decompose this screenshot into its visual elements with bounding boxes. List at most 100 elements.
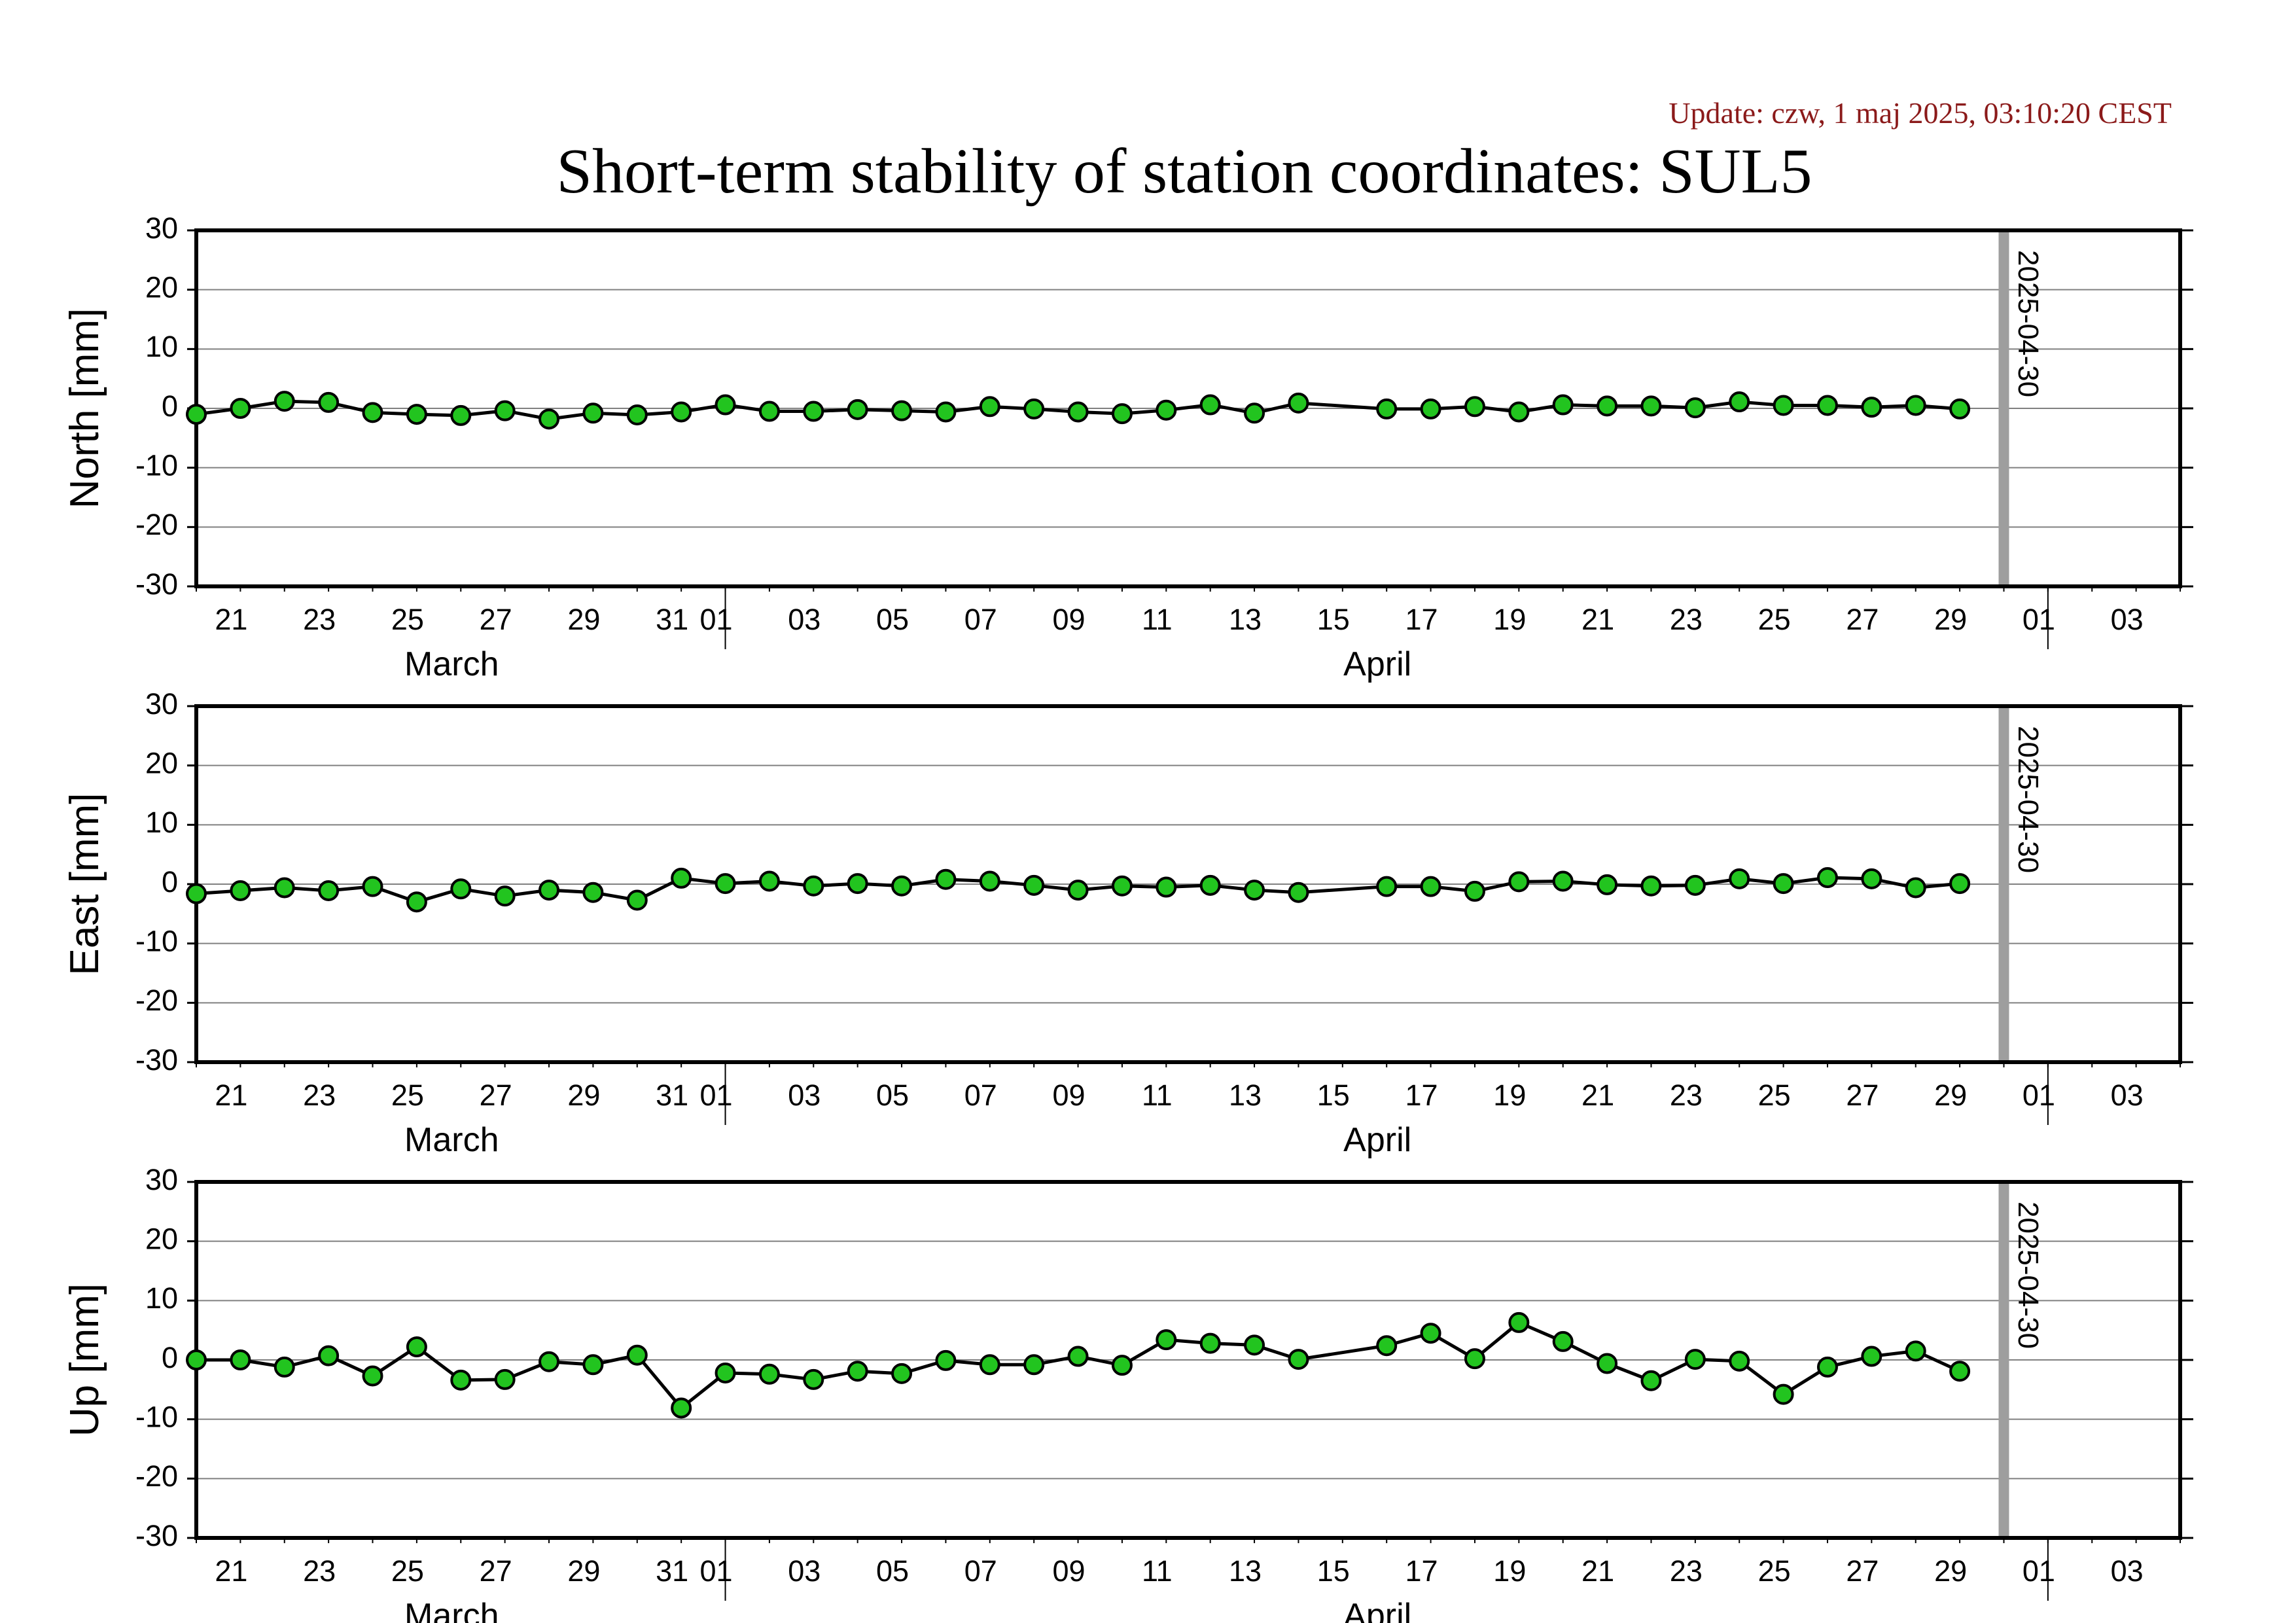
data-point	[1199, 874, 1221, 896]
x-tick-label: 25	[391, 1554, 424, 1588]
data-point	[539, 880, 560, 901]
data-point	[671, 1397, 692, 1419]
data-point	[362, 402, 383, 423]
series-line	[196, 876, 1960, 904]
x-tick-label: 03	[2111, 1079, 2144, 1112]
data-point	[1464, 396, 1485, 418]
data-point	[1684, 397, 1706, 419]
data-point	[1508, 1311, 1530, 1333]
data-point	[1244, 402, 1265, 424]
data-point	[1816, 1356, 1838, 1378]
x-tick-label: 01	[2022, 1079, 2055, 1112]
x-tick-label: 09	[1053, 1554, 1086, 1588]
month-label: April	[1343, 1121, 1411, 1159]
data-point	[847, 1361, 868, 1382]
data-point	[1905, 1340, 1926, 1362]
data-point	[1023, 874, 1045, 896]
x-tick-label: 03	[2111, 1554, 2144, 1588]
y-tick-label: -20	[135, 984, 178, 1017]
data-point	[494, 1368, 516, 1390]
x-tick-label: 03	[788, 1554, 821, 1588]
data-point	[1773, 873, 1794, 895]
data-point	[1773, 395, 1794, 416]
x-tick-label: 27	[1846, 603, 1879, 636]
data-point	[230, 1349, 251, 1370]
data-point	[979, 870, 1000, 892]
y-tick-label: 20	[145, 747, 178, 780]
data-point	[1288, 882, 1309, 903]
data-point	[715, 394, 736, 416]
data-point	[494, 400, 516, 421]
x-tick-label: 23	[1670, 1079, 1703, 1112]
x-tick-label: 23	[303, 1079, 336, 1112]
data-point	[1861, 868, 1882, 889]
y-axis-label: North [mm]	[62, 308, 107, 509]
y-axis-label: Up [mm]	[62, 1283, 107, 1436]
x-tick-label: 07	[964, 1554, 997, 1588]
x-tick-label: 27	[480, 603, 512, 636]
data-point	[362, 876, 383, 897]
x-tick-label: 21	[1581, 1079, 1614, 1112]
data-point	[1464, 1348, 1485, 1370]
data-point	[803, 401, 824, 422]
data-point	[847, 399, 868, 420]
x-tick-label: 13	[1229, 1554, 1262, 1588]
data-point	[1684, 874, 1706, 896]
x-tick-label: 29	[567, 1079, 600, 1112]
x-tick-label: 05	[876, 603, 909, 636]
data-point	[847, 873, 868, 895]
x-tick-label: 25	[1758, 603, 1791, 636]
data-point	[935, 1349, 957, 1371]
y-tick-label: -10	[135, 1400, 178, 1434]
y-tick-label: 20	[145, 271, 178, 304]
data-point	[1156, 399, 1177, 421]
data-point	[626, 1344, 648, 1366]
data-point	[1729, 391, 1750, 413]
x-tick-label: 11	[1142, 1554, 1173, 1588]
data-point	[935, 868, 957, 890]
data-point	[186, 1349, 207, 1370]
x-tick-label: 19	[1493, 1554, 1526, 1588]
month-label: April	[1343, 1597, 1411, 1623]
x-tick-label: 23	[303, 1554, 336, 1588]
y-tick-label: -20	[135, 1459, 178, 1493]
data-point	[758, 1363, 780, 1385]
x-tick-label: 17	[1405, 603, 1438, 636]
x-tick-label: 01	[700, 603, 733, 636]
data-point	[1067, 401, 1089, 423]
update-timestamp: Update: czw, 1 maj 2025, 03:10:20 CEST	[1669, 96, 2172, 130]
y-tick-label: 10	[145, 330, 178, 363]
data-point	[494, 885, 516, 907]
data-point	[1552, 870, 1574, 892]
data-point	[1640, 875, 1662, 897]
data-point	[318, 880, 340, 901]
data-point	[450, 878, 472, 900]
data-point	[1949, 1361, 1971, 1382]
data-point	[1199, 394, 1221, 416]
data-point	[1420, 876, 1441, 897]
data-point	[891, 400, 913, 421]
data-point	[935, 401, 957, 423]
x-tick-label: 05	[876, 1554, 909, 1588]
x-tick-label: 05	[876, 1079, 909, 1112]
x-tick-label: 29	[1934, 1079, 1967, 1112]
x-tick-label: 01	[700, 1079, 733, 1112]
x-tick-label: 31	[656, 1554, 688, 1588]
data-point	[1640, 1370, 1662, 1391]
x-tick-label: 15	[1317, 1554, 1350, 1588]
data-point	[758, 870, 780, 892]
data-point	[1684, 1349, 1706, 1370]
data-point	[671, 401, 692, 423]
y-tick-label: 10	[145, 806, 178, 839]
data-point	[539, 408, 560, 430]
series-line	[196, 399, 1960, 421]
x-tick-label: 15	[1317, 603, 1350, 636]
data-point	[1773, 1383, 1794, 1405]
y-axis-label: East [mm]	[62, 793, 107, 975]
data-point	[1905, 395, 1926, 416]
data-point	[230, 398, 251, 419]
x-tick-label: 07	[964, 603, 997, 636]
x-tick-label: 31	[656, 603, 688, 636]
x-tick-label: 03	[788, 1079, 821, 1112]
